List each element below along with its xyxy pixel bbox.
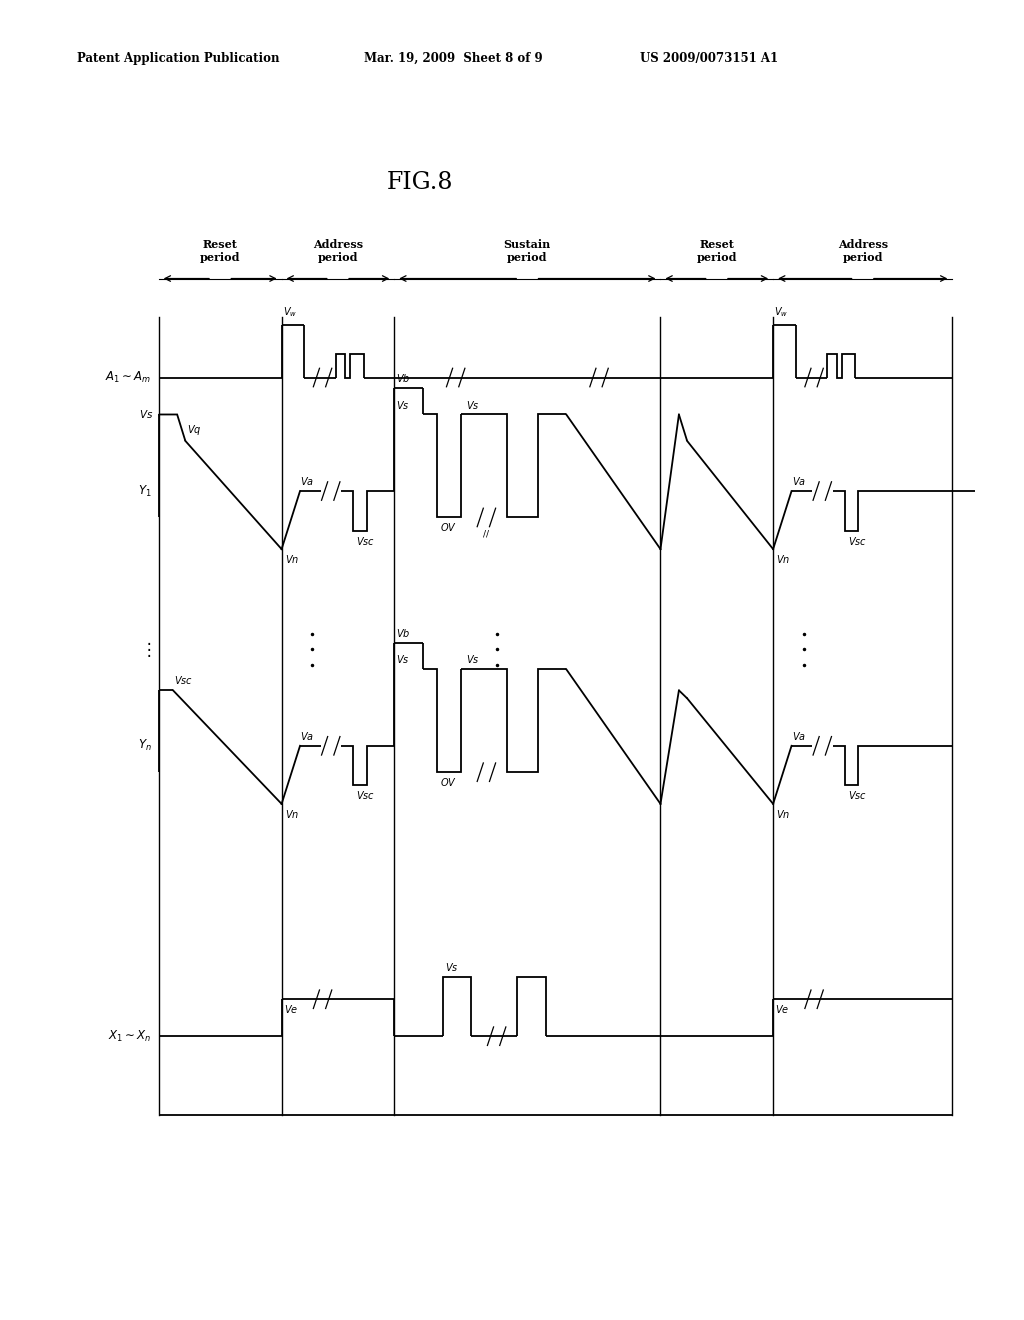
Text: $Vn$: $Vn$	[776, 808, 791, 820]
Text: $X_1{\sim}X_n$: $X_1{\sim}X_n$	[109, 1028, 152, 1044]
Text: $Ve$: $Ve$	[775, 1003, 790, 1015]
Text: $V_w$: $V_w$	[774, 306, 788, 319]
Text: Sustain
period: Sustain period	[504, 239, 551, 263]
Text: $Vs$: $Vs$	[396, 399, 410, 411]
Text: $Vs$: $Vs$	[466, 653, 479, 665]
Text: $Vn$: $Vn$	[285, 553, 299, 565]
Text: FIG.8: FIG.8	[387, 170, 453, 194]
Text: $Va$: $Va$	[792, 730, 806, 742]
Text: $Vq$: $Vq$	[187, 422, 202, 437]
Text: Patent Application Publication: Patent Application Publication	[77, 51, 280, 65]
Text: $Vs$: $Vs$	[139, 408, 154, 421]
Text: $Va$: $Va$	[300, 475, 314, 487]
Text: $Vn$: $Vn$	[285, 808, 299, 820]
Text: $Vsc$: $Vsc$	[848, 789, 867, 801]
Text: $Vb$: $Vb$	[396, 627, 411, 639]
Text: $OV$: $OV$	[440, 521, 458, 533]
Text: $Vsc$: $Vsc$	[174, 675, 194, 686]
Text: $\vdots$: $\vdots$	[140, 640, 152, 659]
Text: $A_1{\sim}A_m$: $A_1{\sim}A_m$	[105, 370, 152, 385]
Text: $OV$: $OV$	[440, 776, 458, 788]
Text: $Vb$: $Vb$	[396, 372, 411, 384]
Text: $V_w$: $V_w$	[283, 306, 297, 319]
Text: $Vs$: $Vs$	[466, 399, 479, 411]
Text: $Vsc$: $Vsc$	[848, 535, 867, 546]
Text: $Vsc$: $Vsc$	[356, 789, 376, 801]
Text: $Vs$: $Vs$	[445, 961, 459, 973]
Text: $Va$: $Va$	[792, 475, 806, 487]
Text: $Va$: $Va$	[300, 730, 314, 742]
Text: Mar. 19, 2009  Sheet 8 of 9: Mar. 19, 2009 Sheet 8 of 9	[364, 51, 542, 65]
Text: $Y_n$: $Y_n$	[137, 738, 152, 754]
Text: $Y_1$: $Y_1$	[138, 483, 152, 499]
Text: Address
period: Address period	[313, 239, 362, 263]
Text: $Vsc$: $Vsc$	[356, 535, 376, 546]
Text: US 2009/0073151 A1: US 2009/0073151 A1	[640, 51, 778, 65]
Text: Reset
period: Reset period	[696, 239, 737, 263]
Text: $\mathit{//}$: $\mathit{//}$	[482, 528, 490, 539]
Text: $Ve$: $Ve$	[284, 1003, 298, 1015]
Text: $Vs$: $Vs$	[396, 653, 410, 665]
Text: Address
period: Address period	[838, 239, 888, 263]
Text: Reset
period: Reset period	[200, 239, 241, 263]
Text: $Vn$: $Vn$	[776, 553, 791, 565]
